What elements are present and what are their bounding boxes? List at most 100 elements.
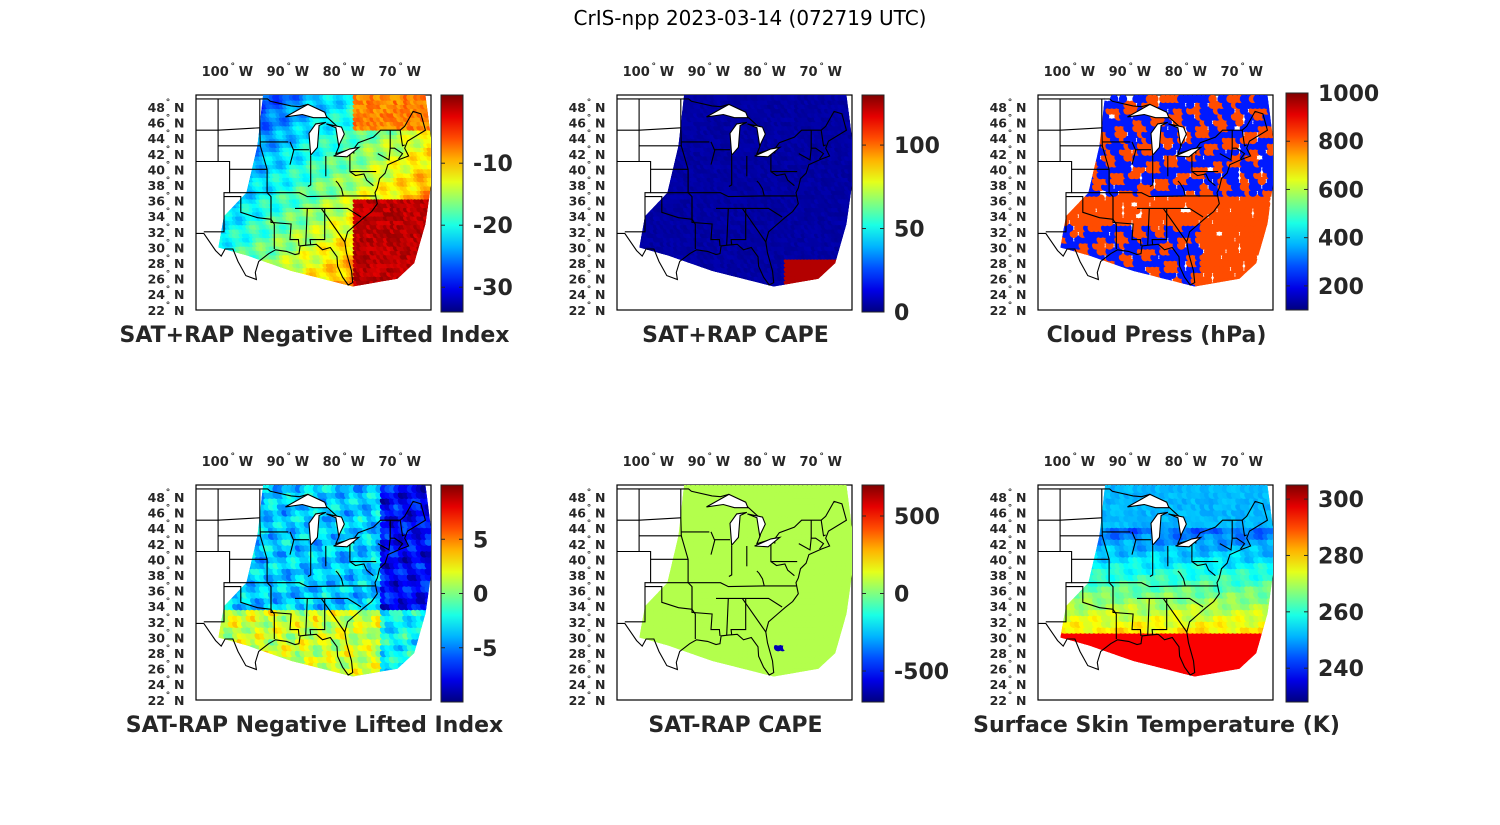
lat-tick-label: 28 ° N	[990, 254, 1027, 271]
lat-tick-label: 30 ° N	[148, 628, 185, 645]
lat-tick-label: 30 ° N	[569, 628, 606, 645]
panel-title: Cloud Press (hPa)	[1047, 323, 1267, 348]
svg-text:24: 24	[148, 287, 166, 302]
colorbar-tick-label: 100	[894, 134, 940, 159]
colorbar-tick-label: 50	[894, 218, 925, 243]
lon-tick-label: 100 ° W	[1044, 62, 1095, 80]
lon-tick-label: 90 ° W	[267, 452, 309, 470]
lat-tick-label: 24 ° N	[569, 675, 606, 692]
svg-text:N: N	[174, 147, 184, 162]
colorbar-tick-label: 500	[894, 505, 940, 530]
lat-tick-label: 44 ° N	[990, 129, 1027, 146]
lat-tick-label: 40 ° N	[990, 160, 1027, 177]
colorbar-tick-label: 0	[894, 301, 909, 326]
lat-tick-label: 24 ° N	[148, 675, 185, 692]
svg-text:48: 48	[148, 100, 165, 115]
lat-tick-label: 36 ° N	[990, 582, 1027, 599]
lat-tick-label: 30 ° N	[990, 238, 1027, 255]
lon-tick-label: 90 ° W	[688, 452, 730, 470]
lat-tick-label: 48 ° N	[990, 98, 1027, 115]
basemap-borders	[196, 488, 427, 676]
svg-text:W: W	[239, 65, 253, 80]
svg-text:80: 80	[323, 65, 341, 80]
lat-tick-label: 40 ° N	[148, 550, 185, 567]
panel-title: Surface Skin Temperature (K)	[973, 713, 1340, 738]
lat-tick-label: 24 ° N	[148, 285, 185, 302]
lat-tick-label: 44 ° N	[990, 519, 1027, 536]
colorbar	[861, 94, 885, 313]
lat-tick-label: 22 ° N	[148, 301, 185, 318]
lon-tick-label: 70 ° W	[379, 452, 421, 470]
panel-title: SAT+RAP Negative Lifted Index	[120, 323, 510, 348]
lon-tick-label: 90 ° W	[1109, 452, 1151, 470]
lat-tick-label: 46 ° N	[990, 504, 1027, 521]
svg-text:36: 36	[148, 194, 166, 209]
svg-text:°: °	[166, 207, 171, 217]
lon-tick-label: 80 ° W	[744, 62, 786, 80]
lon-tick-label: 100 ° W	[623, 452, 674, 470]
svg-text:22: 22	[148, 303, 165, 318]
lat-tick-label: 38 ° N	[148, 566, 185, 583]
svg-text:N: N	[174, 162, 184, 177]
basemap-borders	[1038, 488, 1269, 676]
lon-tick-label: 100 ° W	[623, 62, 674, 80]
lat-tick-label: 26 ° N	[569, 270, 606, 287]
svg-text:°: °	[166, 301, 171, 311]
colorbar-tick-label: 400	[1318, 227, 1364, 252]
svg-text:90: 90	[267, 65, 285, 80]
svg-text:30: 30	[148, 240, 166, 255]
figure-title: CrIS-npp 2023-03-14 (072719 UTC)	[573, 6, 927, 30]
lat-tick-label: 42 ° N	[990, 535, 1027, 552]
lon-tick-label: 70 ° W	[1221, 452, 1263, 470]
lat-tick-label: 28 ° N	[569, 254, 606, 271]
svg-text:46: 46	[148, 116, 166, 131]
lat-tick-label: 40 ° N	[990, 550, 1027, 567]
svg-text:N: N	[174, 178, 184, 193]
svg-text:42: 42	[148, 147, 165, 162]
lat-tick-label: 32 ° N	[990, 223, 1027, 240]
lat-tick-label: 34 ° N	[990, 207, 1027, 224]
lon-tick-label: 100 ° W	[202, 62, 253, 80]
lon-tick-label: 90 ° W	[688, 62, 730, 80]
lat-tick-label: 32 ° N	[990, 613, 1027, 630]
panel-6: 100 ° W 90 ° W 80 ° W 70 ° W 48 ° N46 ° N44 ° N42 ° N40 ° N38 °…	[973, 452, 1364, 738]
lat-tick-label: 38 ° N	[990, 566, 1027, 583]
lat-tick-label: 22 ° N	[569, 301, 606, 318]
svg-text:°: °	[166, 254, 171, 264]
lat-tick-label: 22 ° N	[990, 301, 1027, 318]
svg-text:°: °	[166, 145, 171, 155]
lat-tick-label: 28 ° N	[148, 254, 185, 271]
svg-text:W: W	[351, 65, 365, 80]
lat-tick-label: 40 ° N	[569, 160, 606, 177]
panel-2: 100 ° W 90 ° W 80 ° W 70 ° W 48 ° N46 ° N44 ° N42 ° N40 ° N38 °…	[569, 62, 940, 348]
svg-text:°: °	[286, 62, 291, 72]
panel-4: 100 ° W 90 ° W 80 ° W 70 ° W 48 ° N46 ° N44 ° N42 ° N40 ° N38 °…	[126, 452, 503, 738]
lon-tick-label: 100 ° W	[1044, 452, 1095, 470]
lon-tick-label: 70 ° W	[800, 452, 842, 470]
lat-tick-label: 48 ° N	[569, 98, 606, 115]
svg-text:W: W	[295, 65, 309, 80]
panel-title: SAT-RAP CAPE	[648, 713, 822, 738]
lat-tick-label: 28 ° N	[569, 644, 606, 661]
lat-tick-label: 22 ° N	[148, 691, 185, 708]
svg-text:°: °	[166, 160, 171, 170]
lat-tick-label: 26 ° N	[990, 270, 1027, 287]
lat-tick-label: 32 ° N	[569, 613, 606, 630]
svg-text:°: °	[166, 238, 171, 248]
panel-3: 100 ° W 90 ° W 80 ° W 70 ° W 48 ° N46 ° N44 ° N42 ° N40 ° N38 °…	[990, 62, 1380, 348]
lat-tick-label: 34 ° N	[148, 597, 185, 614]
colorbar-tick-label: 300	[1318, 488, 1364, 513]
lat-tick-label: 36 ° N	[569, 582, 606, 599]
colorbar-tick-label: -500	[894, 660, 949, 685]
lat-tick-label: 42 ° N	[569, 535, 606, 552]
lat-tick-label: 46 ° N	[569, 114, 606, 131]
lat-tick-label: 46 ° N	[148, 114, 185, 131]
svg-text:32: 32	[148, 225, 165, 240]
colorbar-tick-label: -10	[473, 152, 513, 177]
lat-tick-label: 34 ° N	[990, 597, 1027, 614]
colorbar	[1285, 484, 1309, 703]
svg-text:°: °	[166, 192, 171, 202]
lat-tick-label: 42 ° N	[148, 145, 185, 162]
lat-tick-label: 32 ° N	[569, 223, 606, 240]
svg-text:°: °	[166, 285, 171, 295]
